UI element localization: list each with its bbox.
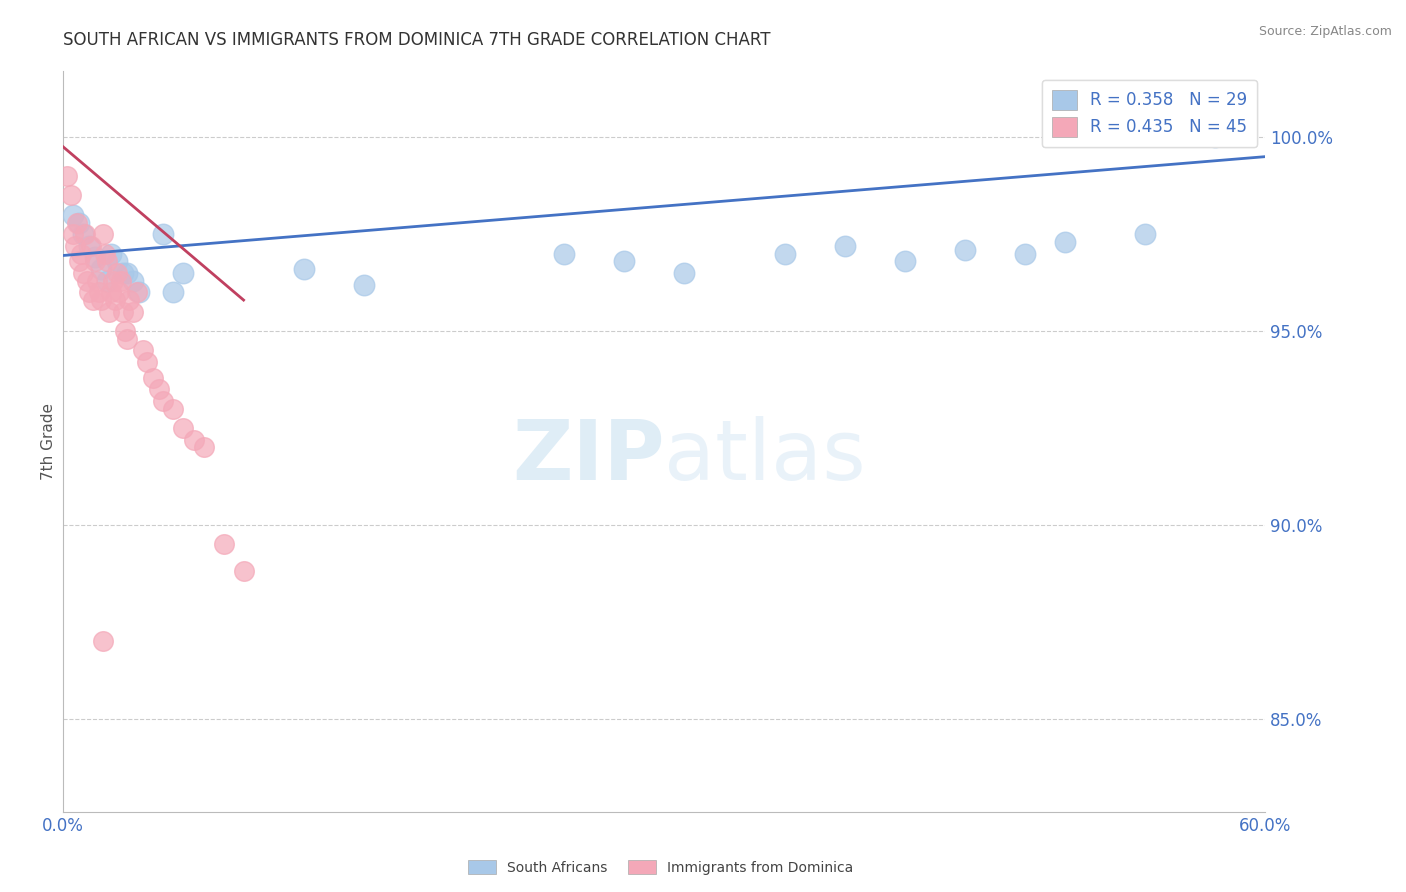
Point: [66, 215, 89, 229]
Point: [613, 254, 636, 268]
Point: [70, 246, 93, 260]
Point: [79, 285, 101, 300]
Point: [80, 239, 103, 253]
Point: [76, 274, 98, 288]
Point: [65, 239, 87, 253]
Point: [183, 433, 205, 447]
Point: [98, 304, 121, 318]
Point: [152, 227, 174, 242]
Point: [67, 215, 90, 229]
Point: [136, 355, 159, 369]
Point: [1135, 227, 1157, 242]
Point: [90, 293, 112, 307]
Point: [128, 285, 150, 300]
Point: [62, 227, 84, 242]
Y-axis label: 7th Grade: 7th Grade: [41, 403, 56, 480]
Point: [89, 285, 111, 300]
Text: SOUTH AFRICAN VS IMMIGRANTS FROM DOMINICA 7TH GRADE CORRELATION CHART: SOUTH AFRICAN VS IMMIGRANTS FROM DOMINIC…: [63, 31, 770, 49]
Point: [114, 324, 136, 338]
Point: [82, 293, 104, 307]
Point: [117, 332, 139, 346]
Point: [122, 304, 145, 318]
Point: [94, 246, 117, 260]
Point: [117, 266, 139, 280]
Point: [553, 246, 575, 260]
Point: [142, 370, 165, 384]
Point: [193, 441, 215, 455]
Point: [93, 227, 115, 242]
Text: Source: ZipAtlas.com: Source: ZipAtlas.com: [1258, 25, 1392, 38]
Point: [162, 285, 184, 300]
Point: [100, 285, 122, 300]
Point: [105, 254, 128, 268]
Point: [112, 266, 135, 280]
Point: [62, 208, 84, 222]
Text: atlas: atlas: [665, 416, 866, 497]
Legend: R = 0.358   N = 29, R = 0.435   N = 45: R = 0.358 N = 29, R = 0.435 N = 45: [1042, 79, 1257, 147]
Point: [93, 634, 115, 648]
Point: [834, 239, 856, 253]
Point: [127, 285, 149, 300]
Legend: South Africans, Immigrants from Dominica: South Africans, Immigrants from Dominica: [463, 855, 859, 880]
Point: [103, 274, 125, 288]
Point: [953, 243, 976, 257]
Point: [212, 537, 235, 551]
Point: [1014, 246, 1036, 260]
Point: [72, 227, 94, 242]
Point: [84, 254, 107, 268]
Point: [232, 565, 254, 579]
Point: [118, 293, 141, 307]
Point: [148, 382, 170, 396]
Point: [1204, 130, 1226, 145]
Point: [1054, 235, 1077, 249]
Point: [96, 254, 118, 268]
Point: [67, 254, 90, 268]
Point: [100, 246, 122, 260]
Point: [162, 401, 184, 416]
Point: [90, 262, 112, 277]
Point: [105, 266, 128, 280]
Point: [86, 274, 108, 288]
Point: [172, 266, 194, 280]
Point: [122, 274, 145, 288]
Point: [104, 293, 127, 307]
Point: [894, 254, 917, 268]
Point: [132, 343, 155, 358]
Point: [353, 277, 375, 292]
Text: ZIP: ZIP: [512, 416, 665, 497]
Point: [79, 239, 101, 253]
Point: [110, 274, 132, 288]
Point: [75, 227, 97, 242]
Point: [773, 246, 796, 260]
Point: [112, 304, 135, 318]
Point: [72, 266, 94, 280]
Point: [292, 262, 315, 277]
Point: [108, 285, 131, 300]
Point: [172, 421, 194, 435]
Point: [673, 266, 696, 280]
Point: [60, 188, 83, 202]
Point: [152, 393, 174, 408]
Point: [56, 169, 79, 183]
Point: [84, 251, 107, 265]
Point: [96, 274, 118, 288]
